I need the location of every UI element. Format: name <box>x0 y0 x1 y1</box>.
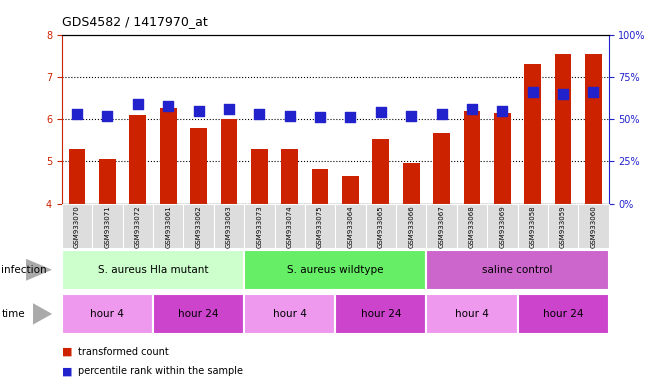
Text: GSM933059: GSM933059 <box>560 206 566 248</box>
Text: GSM933068: GSM933068 <box>469 206 475 248</box>
Bar <box>518 204 548 248</box>
Bar <box>244 250 426 290</box>
Bar <box>281 149 298 204</box>
Text: hour 4: hour 4 <box>90 309 124 319</box>
Text: GSM933074: GSM933074 <box>286 206 293 248</box>
Bar <box>69 149 85 204</box>
Text: hour 24: hour 24 <box>361 309 401 319</box>
Bar <box>335 204 366 248</box>
Text: hour 24: hour 24 <box>543 309 583 319</box>
Point <box>72 111 82 117</box>
Text: transformed count: transformed count <box>78 347 169 357</box>
Bar <box>130 115 146 204</box>
Bar <box>426 294 518 334</box>
Bar <box>555 54 572 204</box>
Text: GSM933070: GSM933070 <box>74 206 80 248</box>
Point <box>315 114 326 121</box>
Point <box>224 106 234 112</box>
Bar <box>525 64 541 204</box>
Text: ■: ■ <box>62 347 72 357</box>
Text: GSM933061: GSM933061 <box>165 206 171 248</box>
Text: GSM933071: GSM933071 <box>104 206 111 248</box>
Text: hour 4: hour 4 <box>455 309 489 319</box>
Bar <box>62 294 153 334</box>
Text: S. aureus Hla mutant: S. aureus Hla mutant <box>98 265 208 275</box>
Point <box>589 89 599 95</box>
Polygon shape <box>33 303 52 325</box>
Text: GSM933072: GSM933072 <box>135 206 141 248</box>
Text: GDS4582 / 1417970_at: GDS4582 / 1417970_at <box>62 15 208 28</box>
Text: hour 24: hour 24 <box>178 309 219 319</box>
Bar <box>190 128 207 204</box>
Point <box>284 113 295 119</box>
Bar <box>251 149 268 204</box>
Bar <box>396 204 426 248</box>
Point <box>497 108 508 114</box>
Bar <box>244 294 335 334</box>
Bar <box>434 132 450 204</box>
Bar <box>62 250 244 290</box>
Text: GSM933066: GSM933066 <box>408 206 414 248</box>
Point <box>436 111 447 117</box>
Bar <box>312 169 329 204</box>
Bar <box>548 204 578 248</box>
Point <box>406 113 417 119</box>
Point <box>193 108 204 114</box>
Bar <box>92 204 122 248</box>
Bar <box>464 111 480 204</box>
Bar <box>305 204 335 248</box>
Text: GSM933075: GSM933075 <box>317 206 323 248</box>
Bar <box>578 204 609 248</box>
Point <box>254 111 264 117</box>
Text: GSM933063: GSM933063 <box>226 206 232 248</box>
Point <box>527 89 538 95</box>
Text: saline control: saline control <box>482 265 553 275</box>
Bar <box>518 294 609 334</box>
Bar <box>403 162 419 204</box>
Point <box>467 106 477 112</box>
Bar <box>184 204 214 248</box>
Text: hour 4: hour 4 <box>273 309 307 319</box>
Text: S. aureus wildtype: S. aureus wildtype <box>287 265 383 275</box>
Text: GSM933073: GSM933073 <box>256 206 262 248</box>
Polygon shape <box>26 259 52 281</box>
Text: GSM933065: GSM933065 <box>378 206 384 248</box>
Text: percentile rank within the sample: percentile rank within the sample <box>78 366 243 376</box>
Bar <box>342 176 359 204</box>
Bar <box>366 204 396 248</box>
Bar <box>153 204 184 248</box>
Bar <box>335 294 426 334</box>
Bar <box>426 204 457 248</box>
Bar <box>62 204 92 248</box>
Bar <box>244 204 275 248</box>
Bar <box>153 294 244 334</box>
Text: time: time <box>1 309 25 319</box>
Text: GSM933067: GSM933067 <box>439 206 445 248</box>
Bar <box>221 119 237 204</box>
Bar <box>214 204 244 248</box>
Text: ■: ■ <box>62 366 72 376</box>
Point <box>558 91 568 97</box>
Bar <box>494 113 510 204</box>
Bar <box>122 204 153 248</box>
Text: GSM933064: GSM933064 <box>348 206 353 248</box>
Bar <box>372 139 389 204</box>
Text: GSM933060: GSM933060 <box>590 206 596 248</box>
Point <box>376 109 386 115</box>
Point <box>133 101 143 107</box>
Text: GSM933058: GSM933058 <box>530 206 536 248</box>
Point <box>163 103 173 109</box>
Point <box>345 114 355 121</box>
Point <box>102 113 113 119</box>
Bar <box>99 159 116 204</box>
Text: GSM933062: GSM933062 <box>195 206 202 248</box>
Bar <box>275 204 305 248</box>
Text: infection: infection <box>1 265 47 275</box>
Text: GSM933069: GSM933069 <box>499 206 505 248</box>
Bar <box>585 54 602 204</box>
Bar <box>426 250 609 290</box>
Bar <box>487 204 518 248</box>
Bar <box>457 204 487 248</box>
Bar <box>159 109 176 204</box>
